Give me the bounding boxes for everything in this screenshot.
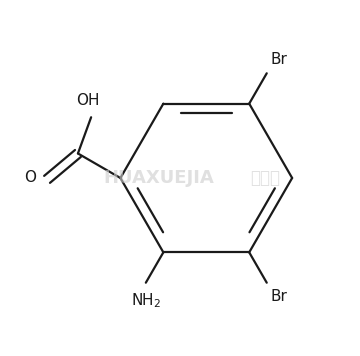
Text: 化学加: 化学加 <box>250 169 280 187</box>
Text: HUAXUEJIA: HUAXUEJIA <box>103 169 213 187</box>
Text: OH: OH <box>76 94 99 109</box>
Text: O: O <box>24 170 36 185</box>
Text: Br: Br <box>270 52 287 67</box>
Text: Br: Br <box>270 289 287 304</box>
Text: NH$_2$: NH$_2$ <box>131 292 161 310</box>
